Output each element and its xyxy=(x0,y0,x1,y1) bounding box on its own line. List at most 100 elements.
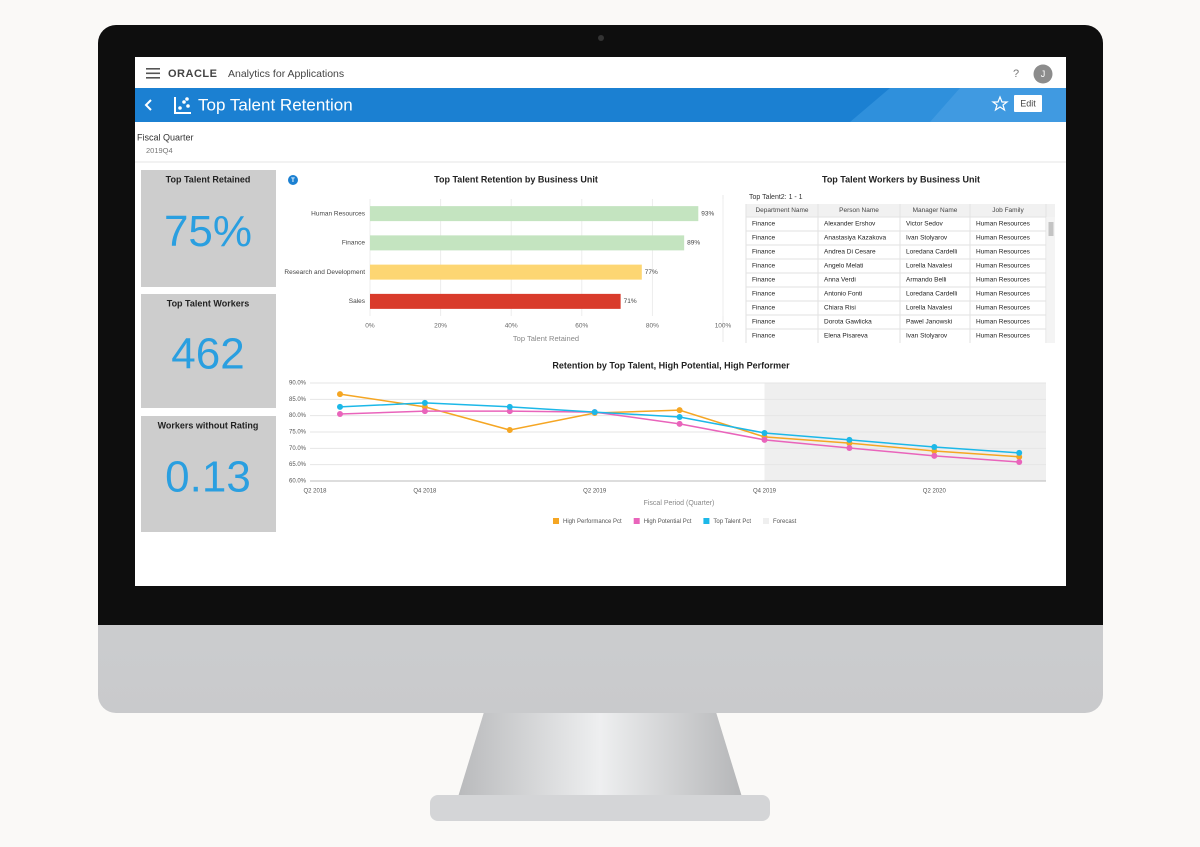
filter-label: Fiscal Quarter xyxy=(137,132,194,142)
data-point xyxy=(676,407,683,414)
icon-axis xyxy=(174,97,191,114)
data-point xyxy=(846,436,853,443)
icon-dot xyxy=(186,104,190,108)
x-tick-label: 40% xyxy=(505,323,518,330)
legend-label: High Performance Pct xyxy=(563,519,622,525)
table-cell: Ivan Stolyarov xyxy=(906,235,948,242)
x-tick-label: 0% xyxy=(365,323,375,330)
legend-swatch xyxy=(703,518,710,524)
table-cell: Lorella Navalesi xyxy=(906,305,952,312)
y-tick-label: 85.0% xyxy=(289,397,307,403)
data-point xyxy=(591,409,598,416)
scrollbar-thumb[interactable] xyxy=(1048,222,1054,236)
favorite-star[interactable] xyxy=(991,95,1009,112)
icon-dot xyxy=(178,106,182,110)
table-cell: Human Resources xyxy=(976,305,1031,312)
column-header: Person Name xyxy=(839,207,879,214)
data-point xyxy=(337,411,343,418)
table-cell: Human Resources xyxy=(976,235,1031,242)
value-label: 77% xyxy=(645,269,658,276)
kpi-title: Workers without Rating xyxy=(158,420,259,430)
chart-title: Top Talent Retention by Business Unit xyxy=(434,174,598,184)
kpi-card xyxy=(141,294,276,408)
table-cell: Pawel Janowski xyxy=(906,319,952,326)
x-tick-label: 80% xyxy=(646,323,659,330)
table-cell: Finance xyxy=(752,235,776,242)
filter-value[interactable]: 2019Q4 xyxy=(146,146,173,155)
data-point xyxy=(1016,459,1023,466)
data-point xyxy=(506,408,513,415)
value-label: 93% xyxy=(701,210,714,217)
chart-title: Retention by Top Talent, High Potential,… xyxy=(552,360,790,370)
camera xyxy=(598,35,604,41)
kpi-title: Top Talent Workers xyxy=(167,298,250,308)
menu-icon[interactable] xyxy=(146,68,160,79)
data-point xyxy=(337,403,343,410)
x-axis-title: Top Talent Retained xyxy=(513,334,579,343)
table-cell: Finance xyxy=(752,221,776,228)
data-point xyxy=(421,399,428,406)
x-tick-label: Q4 2019 xyxy=(753,489,777,495)
kpi-value: 75% xyxy=(164,207,252,256)
value-label: 89% xyxy=(687,240,700,247)
table-cell: Human Resources xyxy=(976,249,1031,256)
table-cell: Anastasiya Kazakova xyxy=(824,235,887,242)
x-tick-label: Q2 2020 xyxy=(923,489,947,495)
table-cell: Victor Sedov xyxy=(906,221,943,228)
table-cell: Finance xyxy=(752,291,776,298)
table-cell: Anna Verdi xyxy=(824,277,856,284)
legend-label: Forecast xyxy=(773,519,797,525)
bar xyxy=(370,235,685,251)
table-cell: Chiara Risi xyxy=(824,305,856,312)
menu-bar xyxy=(146,77,160,79)
kpi-title: Top Talent Retained xyxy=(166,174,251,184)
chart-badge xyxy=(288,175,298,185)
table-cell: Ivan Stolyarov xyxy=(906,333,948,340)
edit-button[interactable] xyxy=(1014,95,1042,112)
y-tick-label: 90.0% xyxy=(289,381,307,387)
table-caption: Top Talent2: 1 - 1 xyxy=(749,194,803,201)
category-label: Human Resources xyxy=(311,210,366,217)
bar xyxy=(370,206,699,222)
x-tick-label: 60% xyxy=(575,323,588,330)
avatar[interactable] xyxy=(1033,64,1053,84)
menu-bar xyxy=(146,72,160,75)
data-point xyxy=(676,413,683,420)
table-cell: Human Resources xyxy=(976,277,1031,284)
table-cell: Finance xyxy=(752,249,776,256)
y-tick-label: 70.0% xyxy=(289,446,307,452)
table-cell: Angelo Melati xyxy=(824,263,863,270)
x-tick-label: 20% xyxy=(434,323,447,330)
kpi-value: 0.13 xyxy=(165,453,251,502)
data-point xyxy=(676,420,683,427)
bar xyxy=(370,293,621,309)
table-cell: Alexander Ershov xyxy=(824,221,876,228)
bar xyxy=(370,264,642,280)
edit-label: Edit xyxy=(1020,98,1036,108)
y-tick-label: 65.0% xyxy=(289,462,307,468)
table-cell: Elena Pisareva xyxy=(824,333,868,340)
data-point xyxy=(761,429,768,436)
back-button[interactable] xyxy=(144,99,152,111)
table-cell: Finance xyxy=(752,333,776,340)
avatar-initial: J xyxy=(1041,69,1046,79)
x-tick-label: Q4 2018 xyxy=(413,489,437,495)
data-point xyxy=(761,436,768,443)
table-cell: Finance xyxy=(752,263,776,270)
table-cell: Human Resources xyxy=(976,291,1031,298)
badge-glyph: T xyxy=(291,178,295,184)
legend-label: Top Talent Pct xyxy=(713,519,751,525)
page-icon xyxy=(174,97,191,114)
page-title: Top Talent Retention xyxy=(198,95,353,114)
legend-swatch xyxy=(553,518,559,524)
table-cell: Loredana Cardelli xyxy=(906,291,957,298)
data-point xyxy=(421,408,428,415)
icon-dot xyxy=(185,97,189,101)
category-label: Finance xyxy=(342,240,366,247)
kpi-card xyxy=(141,416,276,532)
icon-dot xyxy=(182,100,186,104)
table-cell: Human Resources xyxy=(976,263,1031,270)
help[interactable]: ? xyxy=(1013,68,1019,80)
